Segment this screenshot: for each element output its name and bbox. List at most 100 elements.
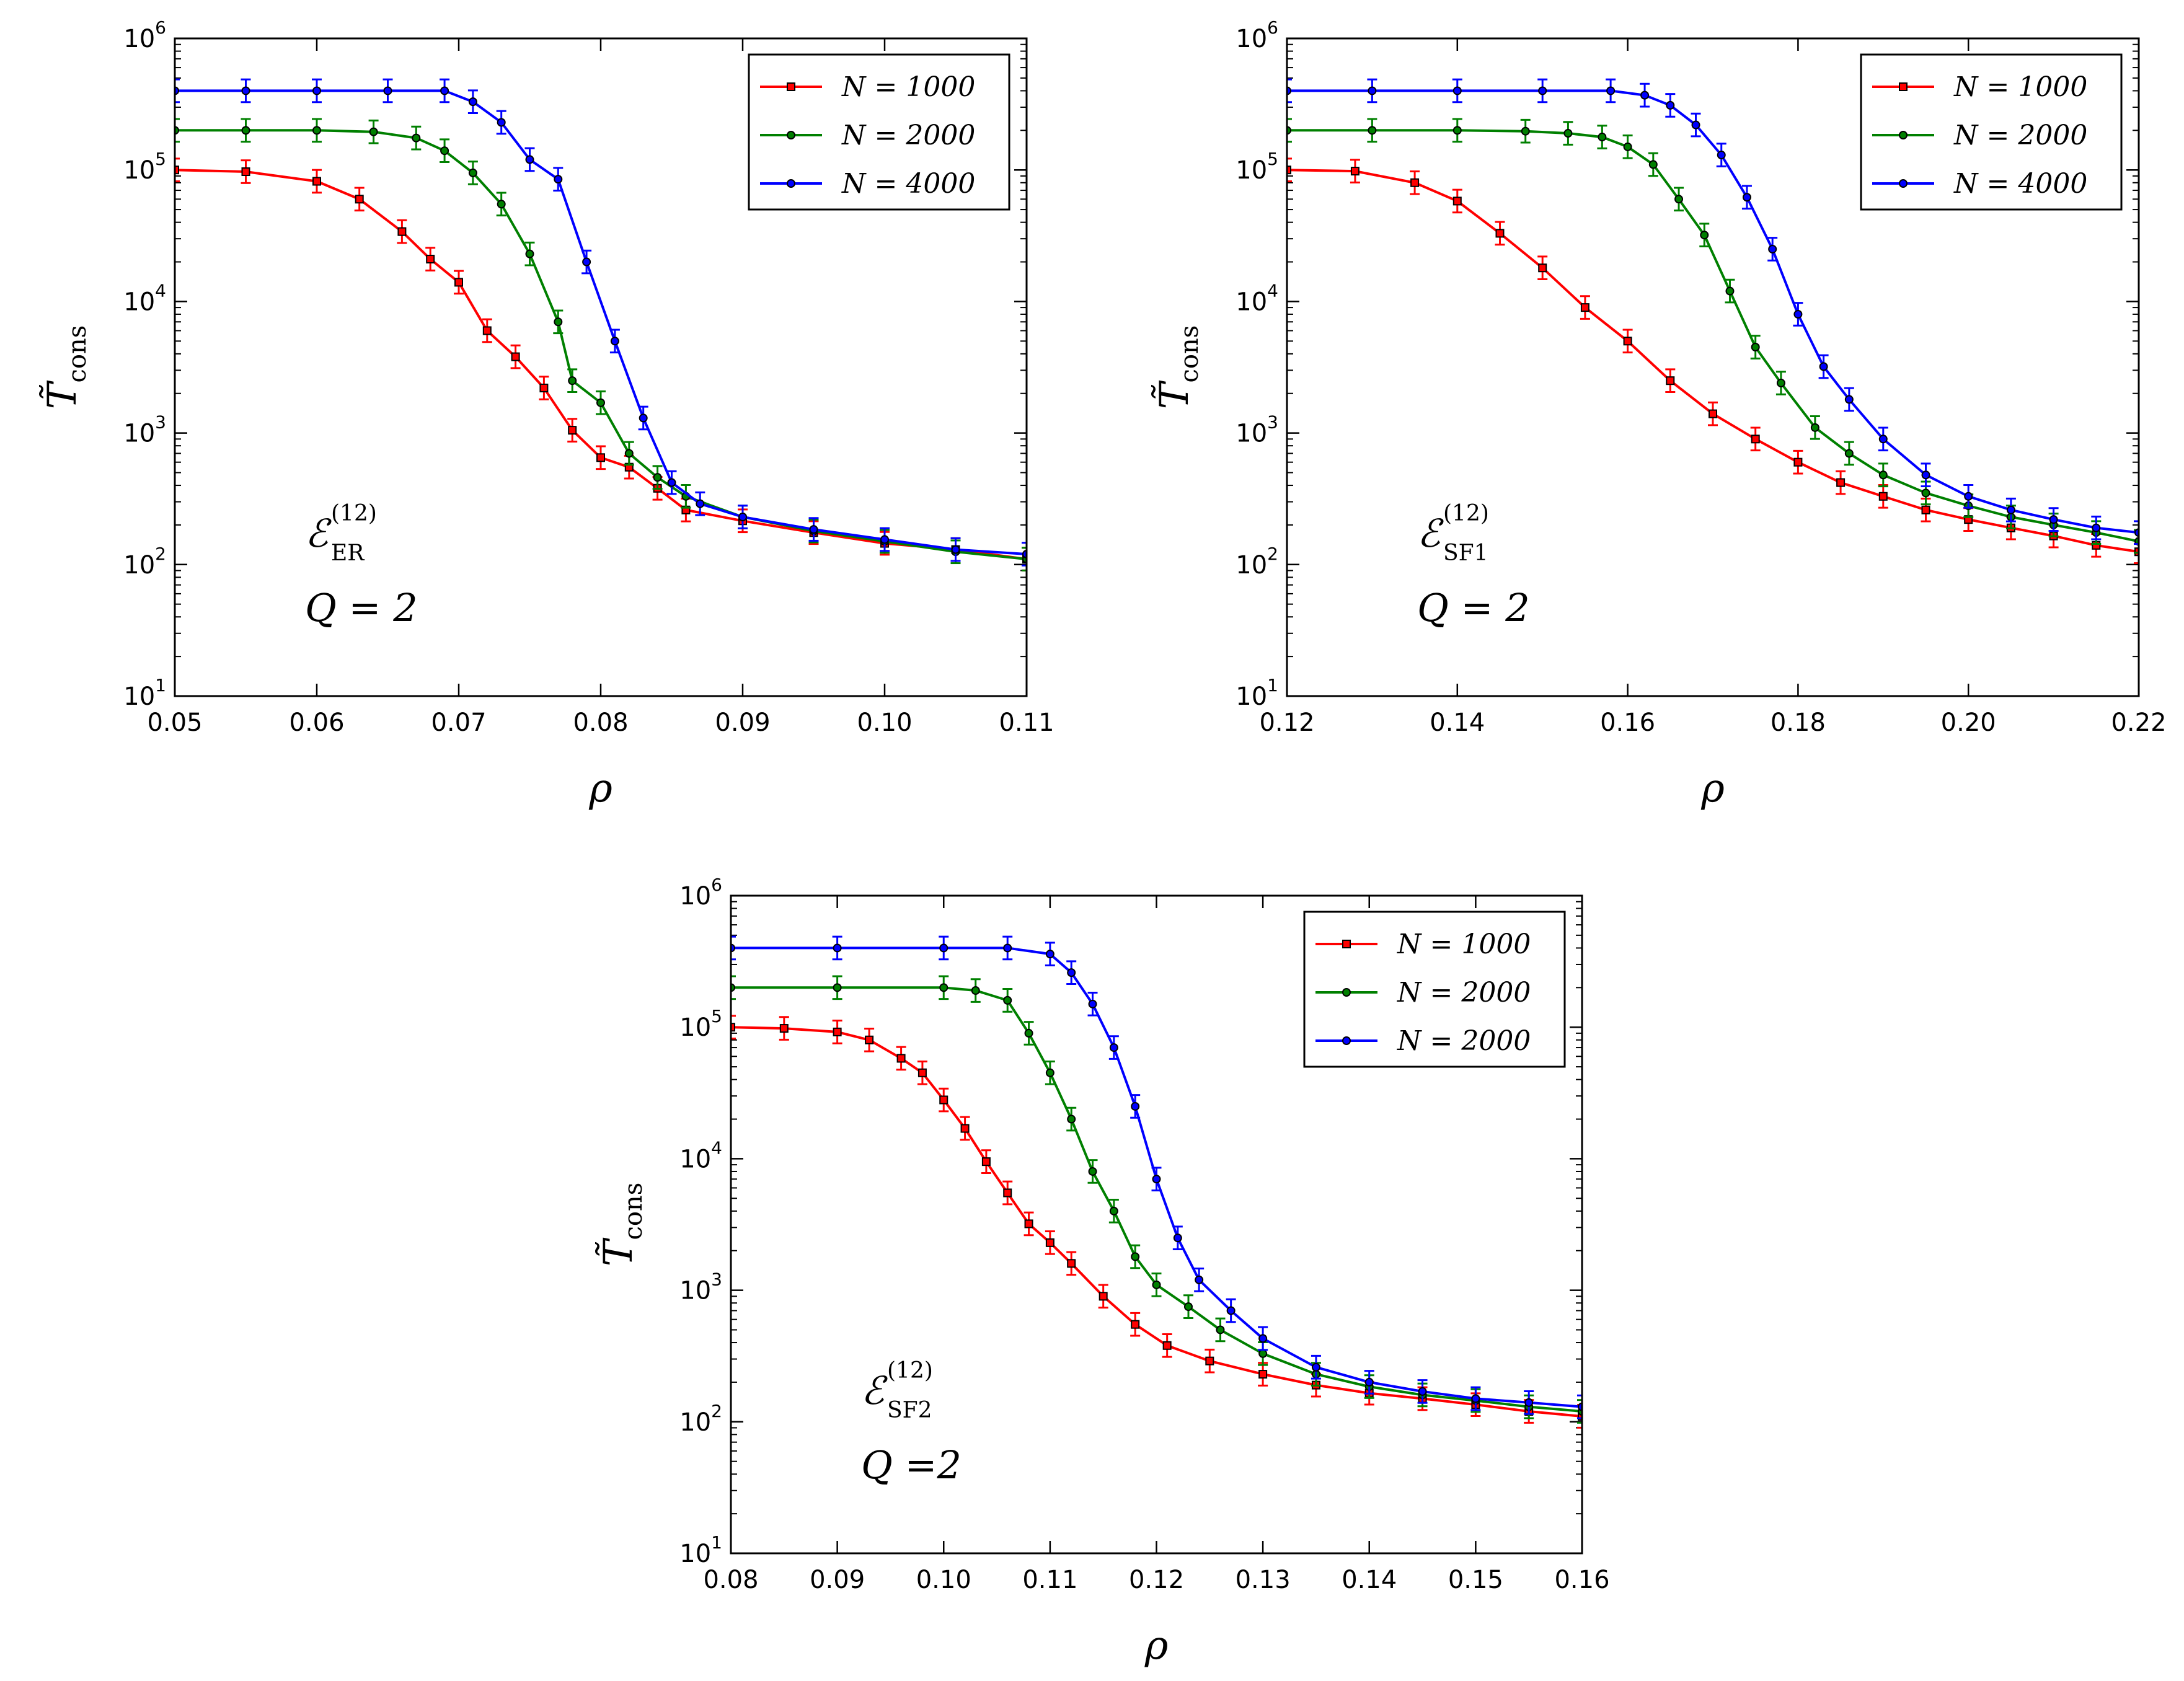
y-tick-label: 104 [1236, 280, 1278, 316]
data-point [1921, 488, 1930, 498]
data-point [1700, 231, 1709, 240]
data-point [1471, 1394, 1480, 1403]
y-tick-exponent: 3 [711, 1269, 722, 1290]
data-point [1878, 470, 1888, 480]
data-point [1538, 263, 1547, 273]
x-tick-label: 0.14 [1430, 708, 1485, 737]
legend-marker [1899, 131, 1908, 139]
legend-label: N = 1000 [1953, 71, 2087, 103]
data-point [896, 1054, 906, 1063]
network-subscript: SF2 [887, 1398, 932, 1423]
data-point [1258, 1334, 1268, 1343]
y-tick-base: 10 [123, 551, 155, 580]
data-point [960, 1124, 970, 1133]
data-point [731, 1023, 735, 1032]
y-tick-base: 10 [1236, 420, 1267, 448]
data-point [865, 1035, 874, 1044]
y-tick-label: 106 [123, 17, 166, 53]
data-point [639, 413, 648, 423]
data-point [1195, 1275, 1204, 1284]
y-tick-exponent: 6 [1267, 17, 1278, 38]
y-tick-exponent: 4 [155, 280, 166, 301]
data-point [525, 155, 534, 164]
y-tick-label: 101 [679, 1532, 722, 1568]
y-tick-label: 102 [679, 1401, 722, 1437]
data-point [1045, 950, 1054, 959]
data-point [880, 535, 889, 544]
x-tick-label: 0.20 [1941, 708, 1996, 737]
data-point [397, 227, 407, 236]
y-tick-base: 10 [679, 1013, 711, 1042]
network-symbol: ℰ [861, 1368, 888, 1413]
y-axis-label-main: T̃ [39, 380, 86, 409]
x-tick-label: 0.08 [573, 708, 628, 737]
data-point [1131, 1320, 1140, 1329]
y-tick-base: 10 [1236, 25, 1267, 53]
network-superscript: (12) [1443, 501, 1489, 526]
data-point [2134, 547, 2139, 557]
series-line-1 [1287, 129, 2139, 543]
y-axis-label: T̃cons [1151, 325, 1204, 409]
data-point [779, 1024, 789, 1033]
data-point [1258, 1349, 1268, 1358]
legend-marker [787, 131, 795, 139]
y-tick-exponent: 3 [1267, 412, 1278, 433]
y-axis-label: T̃cons [39, 325, 92, 409]
x-tick-label: 0.16 [1554, 1566, 1609, 1594]
y-tick-exponent: 5 [711, 1006, 722, 1026]
y-tick-base: 10 [123, 420, 155, 448]
data-point [355, 195, 364, 204]
data-point [454, 278, 463, 287]
data-point [1088, 999, 1097, 1008]
data-point [241, 86, 250, 95]
data-point [312, 86, 321, 95]
y-tick-exponent: 6 [155, 17, 166, 38]
data-point [312, 177, 321, 186]
legend-label: N = 2000 [841, 120, 975, 151]
data-point [951, 545, 960, 554]
x-tick-label: 0.22 [2111, 708, 2166, 737]
data-point [497, 200, 506, 209]
data-point [1452, 126, 1462, 135]
network-subscript: SF1 [1443, 540, 1488, 566]
data-point [568, 426, 577, 435]
data-point [1878, 492, 1888, 501]
x-tick-label: 0.06 [289, 708, 344, 737]
y-tick-base: 10 [123, 25, 155, 53]
axes-frame [1286, 37, 2140, 697]
y-tick-exponent: 2 [711, 1401, 722, 1421]
axes-frame [730, 894, 1583, 1555]
y-tick-exponent: 3 [155, 412, 166, 433]
data-point [1674, 195, 1684, 204]
legend-label: N = 2000 [1953, 120, 2087, 151]
data-point [653, 473, 662, 482]
data-point [1878, 435, 1888, 444]
data-point [1521, 126, 1530, 136]
data-point [939, 983, 948, 992]
data-point [554, 317, 563, 327]
plot-area [1287, 78, 2139, 565]
data-point [1964, 492, 1973, 501]
network-symbol: ℰ [1417, 511, 1444, 556]
data-point [667, 478, 676, 487]
data-point [939, 1095, 948, 1105]
data-point [1452, 86, 1462, 95]
data-point [1810, 423, 1819, 432]
data-point [1606, 86, 1616, 95]
y-axis-label-sub: cons [619, 1183, 648, 1240]
y-tick-exponent: 4 [1267, 280, 1278, 301]
network-label: ℰ [861, 1368, 888, 1413]
y-tick-exponent: 5 [1267, 149, 1278, 169]
q-label: Q = 2 [305, 585, 418, 630]
y-tick-base: 10 [679, 1145, 711, 1173]
x-tick-label: 0.14 [1342, 1566, 1397, 1594]
x-tick-label: 0.15 [1448, 1566, 1503, 1594]
data-point [1099, 1292, 1108, 1301]
data-point [1666, 100, 1675, 110]
data-point [2092, 523, 2101, 532]
y-tick-label: 102 [1236, 544, 1278, 580]
x-tick-label: 0.09 [715, 708, 770, 737]
data-point [1350, 167, 1359, 176]
data-point [1024, 1219, 1033, 1229]
